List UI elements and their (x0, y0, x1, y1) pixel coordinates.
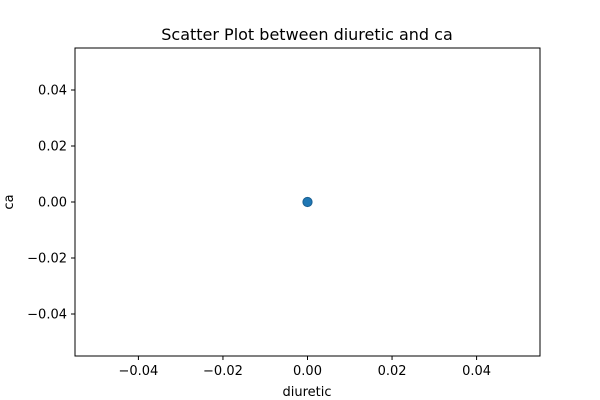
y-axis-ticks: −0.04 −0.02 0.00 0.02 0.04 (27, 84, 75, 323)
x-tick-label: 0.04 (462, 364, 491, 379)
x-tick-label: 0.02 (378, 364, 407, 379)
x-tick-label: 0.00 (293, 364, 322, 379)
y-tick-label: 0.02 (38, 140, 67, 155)
x-axis-ticks: −0.04 −0.02 0.00 0.02 0.04 (118, 356, 491, 379)
y-tick-label: −0.04 (27, 308, 67, 323)
x-tick-label: −0.04 (118, 364, 158, 379)
scatter-points (302, 196, 313, 208)
y-tick-label: −0.02 (27, 252, 67, 267)
x-tick-label: −0.02 (203, 364, 243, 379)
scatter-point (302, 196, 313, 208)
x-axis-label: diuretic (282, 385, 331, 400)
y-axis-label: ca (2, 194, 17, 209)
chart-title: Scatter Plot between diuretic and ca (161, 25, 453, 44)
y-tick-label: 0.00 (38, 196, 67, 211)
y-tick-label: 0.04 (38, 84, 67, 99)
